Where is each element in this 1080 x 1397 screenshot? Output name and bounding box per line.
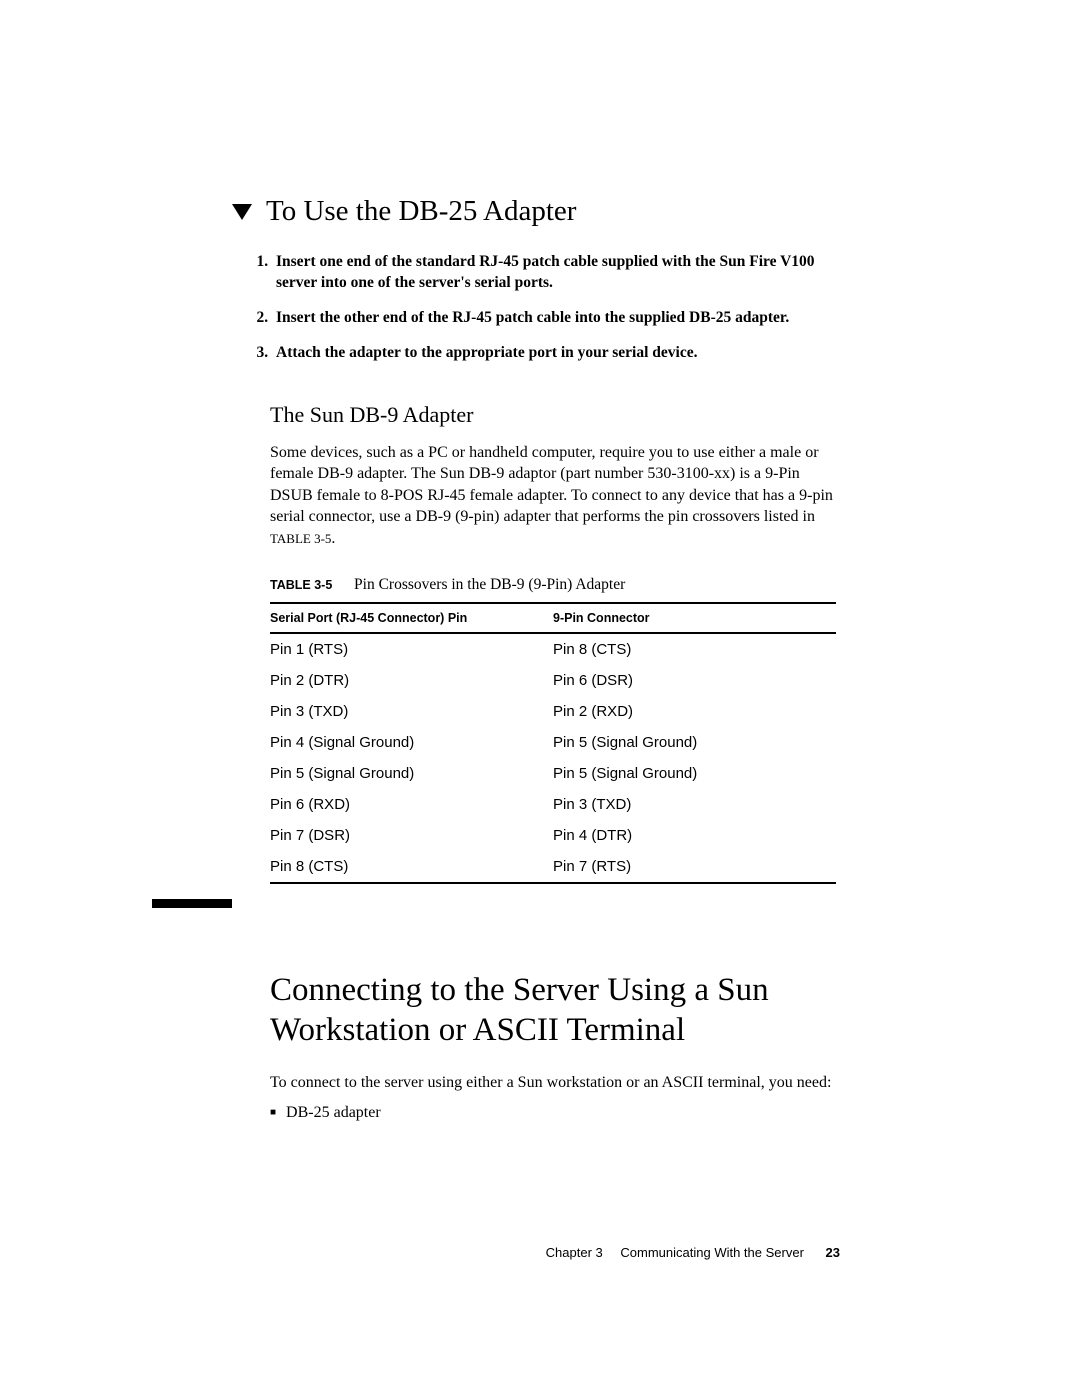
table-cell: Pin 7 (RTS) xyxy=(553,851,836,883)
table-cell: Pin 5 (Signal Ground) xyxy=(270,758,553,789)
body-paragraph: Some devices, such as a PC or handheld c… xyxy=(270,442,840,550)
table-cell: Pin 3 (TXD) xyxy=(553,789,836,820)
table-cell: Pin 6 (DSR) xyxy=(553,665,836,696)
table-cell: Pin 5 (Signal Ground) xyxy=(553,727,836,758)
table-row: Pin 3 (TXD)Pin 2 (RXD) xyxy=(270,696,836,727)
table-header: Serial Port (RJ-45 Connector) Pin xyxy=(270,603,553,633)
table-cell: Pin 3 (TXD) xyxy=(270,696,553,727)
list-item: DB-25 adapter xyxy=(270,1104,840,1122)
para-text: Some devices, such as a PC or handheld c… xyxy=(270,444,833,526)
footer-title: Communicating With the Server xyxy=(620,1245,804,1260)
table-body: Pin 1 (RTS)Pin 8 (CTS) Pin 2 (DTR)Pin 6 … xyxy=(270,633,836,883)
table-cell: Pin 5 (Signal Ground) xyxy=(553,758,836,789)
table-row: Pin 6 (RXD)Pin 3 (TXD) xyxy=(270,789,836,820)
section-heading-connecting: Connecting to the Server Using a Sun Wor… xyxy=(270,970,840,1051)
table-cell: Pin 2 (RXD) xyxy=(553,696,836,727)
table-row: Pin 4 (Signal Ground)Pin 5 (Signal Groun… xyxy=(270,727,836,758)
table-row: Pin 5 (Signal Ground)Pin 5 (Signal Groun… xyxy=(270,758,836,789)
section-title-text: To Use the DB-25 Adapter xyxy=(266,195,576,228)
section-title-db25: To Use the DB-25 Adapter xyxy=(232,195,840,228)
body-paragraph: To connect to the server using either a … xyxy=(270,1072,840,1094)
table-row: Pin 8 (CTS)Pin 7 (RTS) xyxy=(270,851,836,883)
table-cell: Pin 8 (CTS) xyxy=(270,851,553,883)
pin-crossover-table: Serial Port (RJ-45 Connector) Pin 9-Pin … xyxy=(270,602,836,884)
table-caption: TABLE 3-5 Pin Crossovers in the DB-9 (9-… xyxy=(270,576,840,594)
para-tail: . xyxy=(331,530,335,547)
footer-chapter: Chapter 3 xyxy=(546,1245,603,1260)
table-cell: Pin 6 (RXD) xyxy=(270,789,553,820)
procedure-step: Insert the other end of the RJ-45 patch … xyxy=(272,308,840,329)
table-label: TABLE 3-5 xyxy=(270,578,332,592)
table-cell: Pin 8 (CTS) xyxy=(553,633,836,665)
table-cell: Pin 7 (DSR) xyxy=(270,820,553,851)
page-footer: Chapter 3 Communicating With the Server … xyxy=(546,1245,840,1260)
table-cell: Pin 4 (DTR) xyxy=(553,820,836,851)
table-title: Pin Crossovers in the DB-9 (9-Pin) Adapt… xyxy=(354,576,625,593)
table-cell: Pin 1 (RTS) xyxy=(270,633,553,665)
table-row: Pin 7 (DSR)Pin 4 (DTR) xyxy=(270,820,836,851)
footer-page: 23 xyxy=(826,1245,840,1260)
triangle-down-icon xyxy=(232,204,252,220)
procedure-step: Insert one end of the standard RJ-45 pat… xyxy=(272,252,840,294)
procedure-step: Attach the adapter to the appropriate po… xyxy=(272,343,840,364)
table-header: 9-Pin Connector xyxy=(553,603,836,633)
subheading-db9: The Sun DB-9 Adapter xyxy=(270,402,840,428)
table-row: Pin 1 (RTS)Pin 8 (CTS) xyxy=(270,633,836,665)
section-rule-bar xyxy=(152,899,232,908)
table-cell: Pin 2 (DTR) xyxy=(270,665,553,696)
table-row: Pin 2 (DTR)Pin 6 (DSR) xyxy=(270,665,836,696)
table-cell: Pin 4 (Signal Ground) xyxy=(270,727,553,758)
procedure-list: Insert one end of the standard RJ-45 pat… xyxy=(272,252,840,364)
table-ref: TABLE 3-5 xyxy=(270,531,331,546)
needs-list: DB-25 adapter xyxy=(270,1104,840,1122)
